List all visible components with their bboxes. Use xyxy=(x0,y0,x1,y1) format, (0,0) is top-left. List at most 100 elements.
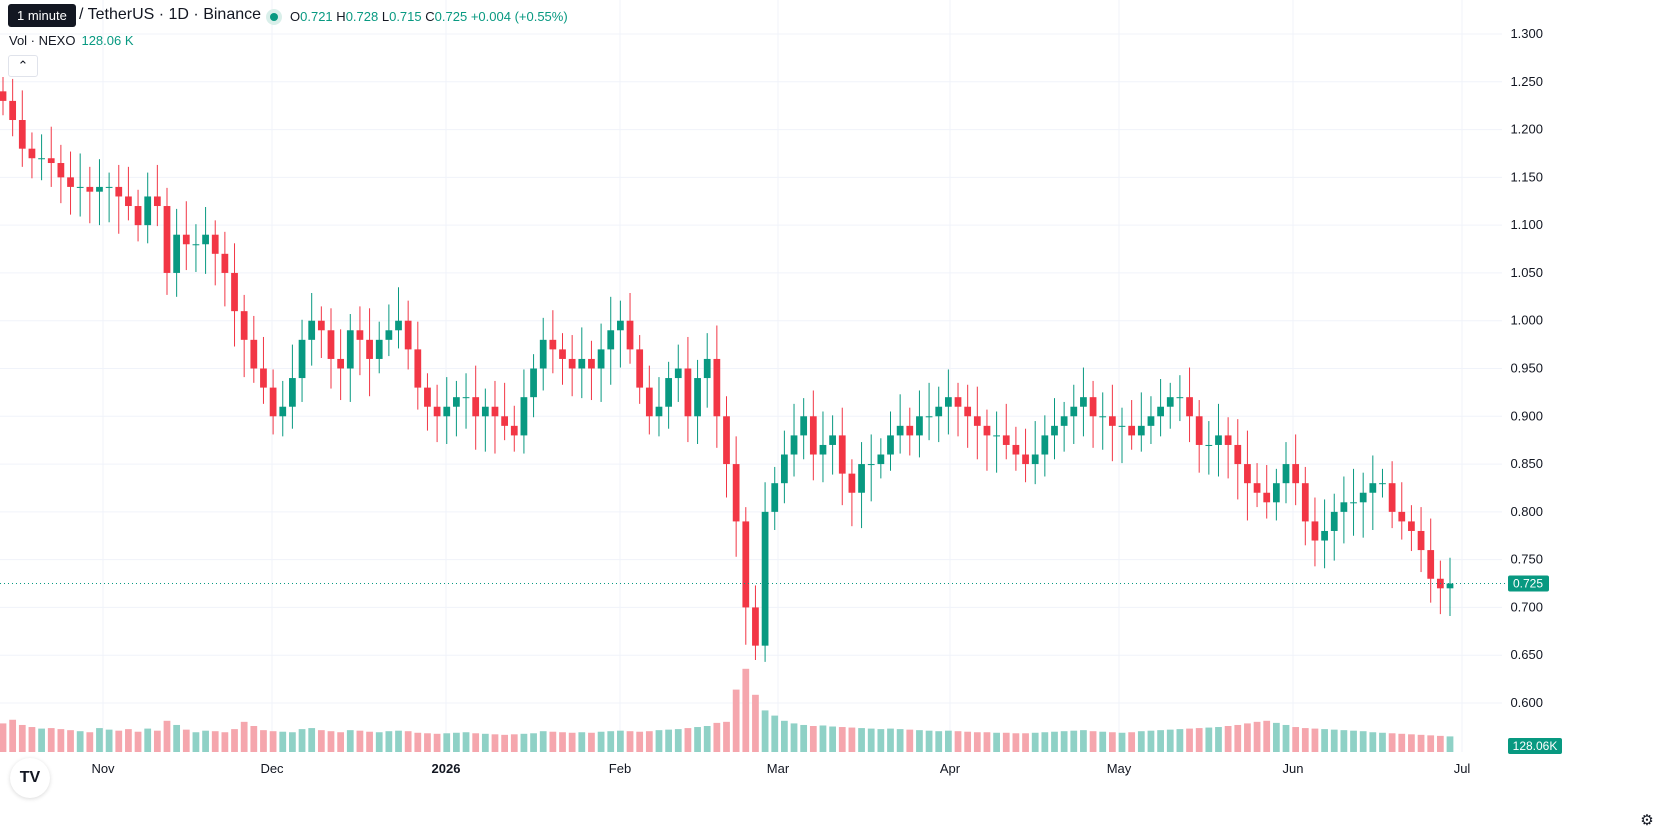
volume-bar xyxy=(742,668,750,752)
candle-body xyxy=(366,339,373,359)
volume-bar xyxy=(481,733,489,752)
y-tick-label: 0.800 xyxy=(1510,504,1543,519)
volume-bar xyxy=(1330,729,1338,752)
volume-bar xyxy=(433,733,441,752)
candle-body xyxy=(0,91,7,101)
volume-bar xyxy=(1012,733,1020,752)
volume-bar xyxy=(1427,735,1435,752)
interval-tooltip: 1 minute xyxy=(8,4,76,27)
candle-body xyxy=(829,435,836,445)
volume-bar xyxy=(723,721,730,752)
volume-bar xyxy=(993,732,1000,752)
volume-bar xyxy=(1234,724,1242,752)
tradingview-logo-icon[interactable]: TV xyxy=(10,758,50,798)
volume-bar xyxy=(1041,732,1049,752)
volume-bar xyxy=(1205,727,1213,752)
candle-body xyxy=(86,186,94,192)
volume-bar xyxy=(954,731,962,752)
x-tick-label: Feb xyxy=(609,761,631,776)
candle-body xyxy=(1224,435,1232,445)
candle-body xyxy=(1330,511,1338,531)
volume-bar xyxy=(153,730,161,752)
volume-bar xyxy=(105,729,113,752)
candle-body xyxy=(1234,444,1242,465)
candle-body xyxy=(887,435,894,455)
candle-body xyxy=(867,464,875,466)
candle-body xyxy=(404,320,412,350)
candle-body xyxy=(346,330,354,369)
volume-legend: Vol · NEXO 128.06 K xyxy=(9,33,134,48)
volume-bar xyxy=(781,720,788,752)
candle-body xyxy=(1137,425,1145,436)
candle-body xyxy=(1369,483,1377,493)
volume-bar xyxy=(414,732,422,752)
candle-body xyxy=(617,320,624,331)
volume-bar xyxy=(1002,732,1010,752)
candle-body xyxy=(655,406,663,417)
candle-body xyxy=(906,425,914,436)
candle-body xyxy=(96,186,103,192)
volume-bar xyxy=(144,728,152,752)
volume-bar xyxy=(665,729,672,752)
candle-body xyxy=(1244,464,1251,484)
candle-body xyxy=(1408,521,1415,531)
volume-bar xyxy=(684,728,692,752)
volume-bar xyxy=(356,730,364,752)
candle-body xyxy=(134,206,142,226)
volume-bar xyxy=(327,731,335,752)
volume-bar xyxy=(385,731,393,752)
candle-body xyxy=(510,425,518,436)
volume-bar xyxy=(916,730,923,752)
candle-body xyxy=(694,378,701,417)
volume-bar xyxy=(597,731,605,752)
candle-body xyxy=(153,196,161,207)
volume-bar xyxy=(375,732,383,752)
candle-body xyxy=(1359,492,1367,503)
volume-bar xyxy=(1446,736,1454,752)
candle-body xyxy=(781,454,788,484)
candle-body xyxy=(1195,416,1203,445)
candle-body xyxy=(1446,583,1454,589)
volume-bar xyxy=(703,726,711,752)
volume-bar xyxy=(694,727,701,752)
candle-body xyxy=(607,330,615,350)
candle-body xyxy=(1041,435,1049,455)
candle-body xyxy=(231,272,238,312)
chevron-up-icon[interactable]: ⌃ xyxy=(8,55,38,77)
volume-bar xyxy=(1051,731,1058,752)
volume-bar xyxy=(192,732,200,752)
volume-bar xyxy=(269,731,277,752)
candle-body xyxy=(1379,483,1386,485)
candle-body xyxy=(742,521,750,608)
market-status-icon[interactable] xyxy=(266,9,282,25)
volume-bar xyxy=(240,721,248,752)
symbol-title[interactable]: / TetherUS · 1D · Binance xyxy=(79,6,262,23)
volume-bar xyxy=(867,728,875,752)
volume-bar xyxy=(18,724,26,752)
candle-body xyxy=(279,406,287,417)
candle-body xyxy=(1215,435,1222,445)
candle-body xyxy=(597,349,605,369)
volume-bar xyxy=(838,727,846,752)
candle-body xyxy=(559,349,566,359)
candle-body xyxy=(674,368,682,379)
candle-body xyxy=(375,339,383,359)
volume-bar xyxy=(67,730,74,752)
gear-icon[interactable]: ⚙ xyxy=(1640,812,1654,829)
candle-body xyxy=(356,330,364,340)
volume-bar xyxy=(308,728,316,752)
candle-body xyxy=(115,186,123,197)
high-label: H xyxy=(336,9,346,24)
volume-bar xyxy=(9,719,17,752)
volume-bar xyxy=(1166,729,1174,752)
volume-bar xyxy=(1417,734,1425,752)
volume-bar xyxy=(1311,728,1319,752)
volume-bar xyxy=(28,727,36,752)
volume-bar xyxy=(510,734,518,752)
volume-bar xyxy=(539,731,547,752)
volume-bar xyxy=(819,725,827,752)
volume-bar xyxy=(1398,733,1406,752)
volume-bar xyxy=(1436,735,1444,752)
y-tick-label: 0.850 xyxy=(1510,456,1543,471)
